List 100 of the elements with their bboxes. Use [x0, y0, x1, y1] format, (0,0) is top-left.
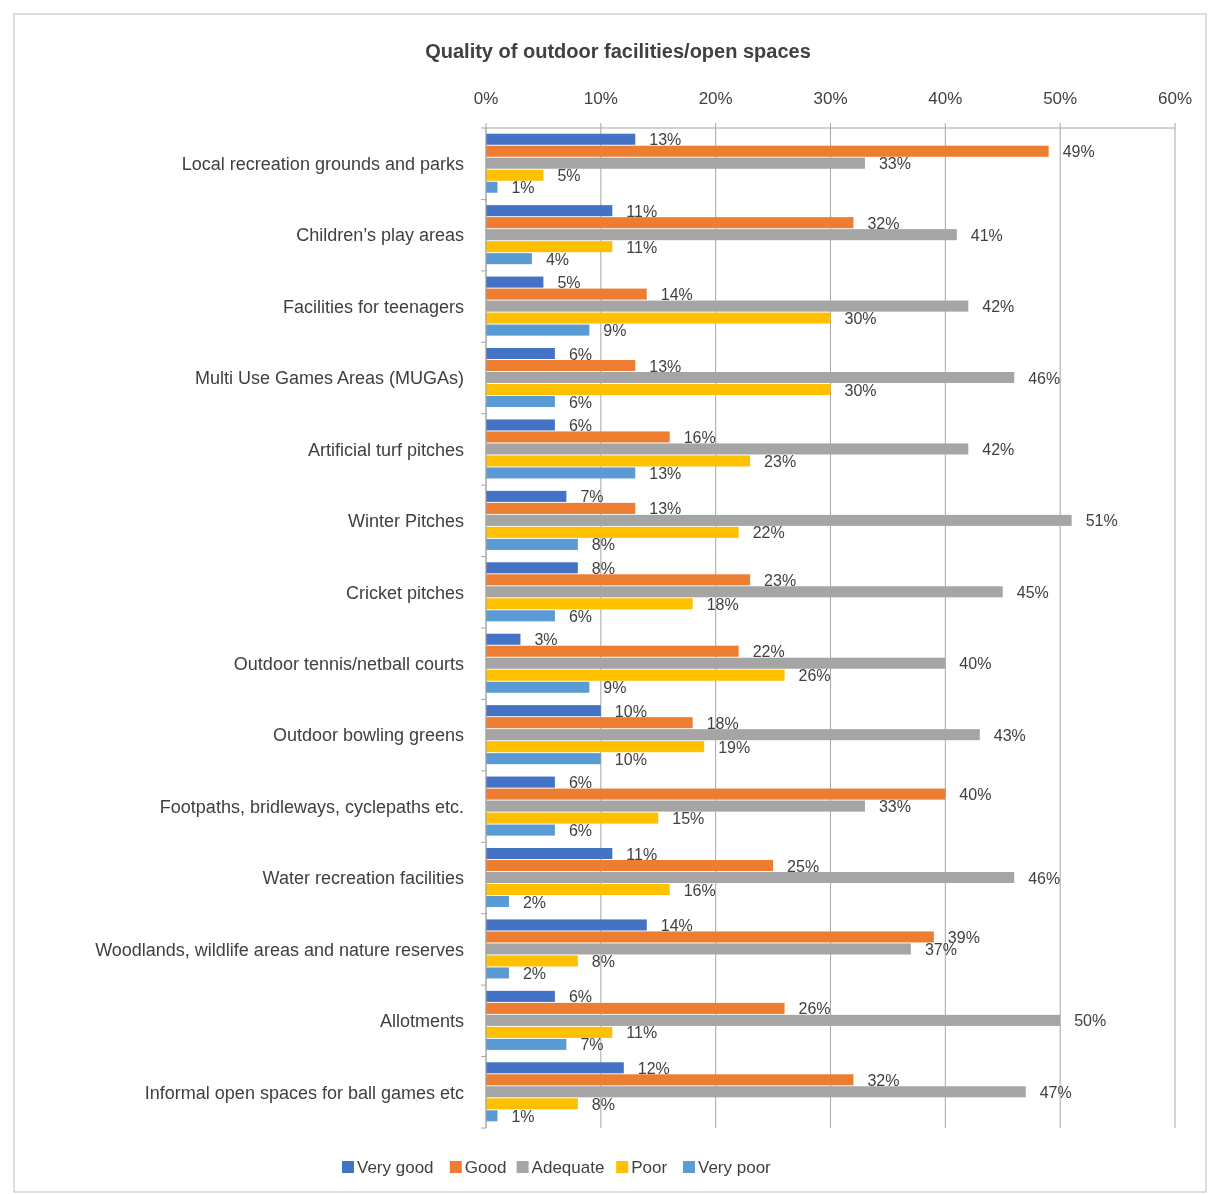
bar — [486, 681, 590, 693]
data-label: 14% — [660, 917, 693, 935]
data-label: 7% — [580, 1036, 604, 1054]
y-tick-label: Footpaths, bridleways, cyclepaths etc. — [159, 796, 464, 817]
bar — [486, 645, 739, 657]
bar — [486, 896, 509, 908]
data-label: 30% — [844, 381, 877, 399]
bar — [486, 241, 613, 253]
data-label: 33% — [878, 155, 911, 173]
bar — [486, 1026, 613, 1038]
data-label: 19% — [718, 738, 751, 756]
data-label: 16% — [683, 881, 716, 899]
data-label: 26% — [798, 1000, 831, 1018]
data-label: 6% — [568, 988, 593, 1006]
x-tick-label: 30% — [813, 89, 848, 108]
data-label: 6% — [568, 393, 593, 411]
data-label: 1% — [511, 179, 535, 197]
bar — [486, 431, 670, 443]
data-label: 50% — [1074, 1012, 1107, 1030]
data-label: 4% — [545, 250, 570, 268]
data-label: 32% — [867, 1071, 900, 1089]
bar — [486, 253, 532, 265]
y-tick-label: Children’s play areas — [296, 225, 464, 246]
y-tick-label: Informal open spaces for ball games etc — [144, 1082, 464, 1103]
x-tick-label: 10% — [583, 89, 618, 108]
data-label: 40% — [959, 655, 992, 673]
data-label: 49% — [1062, 143, 1095, 161]
data-label: 23% — [764, 453, 797, 471]
legend-label: Good — [464, 1157, 507, 1177]
data-label: 11% — [626, 1024, 658, 1042]
bar — [486, 788, 946, 800]
data-label: 30% — [844, 310, 877, 328]
legend-label: Very poor — [698, 1157, 772, 1177]
bar — [486, 384, 831, 396]
data-label: 3% — [534, 631, 558, 649]
bar — [486, 884, 670, 896]
bar — [486, 776, 555, 788]
data-label: 6% — [568, 822, 593, 840]
bar — [486, 824, 555, 836]
data-label: 11% — [626, 845, 658, 863]
bar — [486, 455, 751, 467]
bar — [486, 526, 739, 538]
data-label: 22% — [752, 524, 785, 542]
data-label: 43% — [993, 726, 1026, 744]
bar — [486, 205, 613, 217]
bar — [486, 467, 636, 479]
data-label: 6% — [568, 607, 593, 625]
data-label: 10% — [614, 702, 647, 720]
data-label: 7% — [580, 488, 604, 506]
bar — [486, 419, 555, 431]
bar — [486, 598, 693, 610]
data-label: 6% — [568, 774, 593, 792]
data-label: 6% — [568, 417, 593, 435]
data-label: 9% — [603, 322, 627, 340]
bar — [486, 490, 567, 502]
bar — [486, 741, 705, 753]
bar — [486, 633, 521, 645]
y-tick-label: Outdoor tennis/netball courts — [233, 654, 464, 675]
bar — [486, 312, 831, 324]
bar — [486, 860, 774, 872]
data-label: 23% — [764, 571, 797, 589]
data-label: 46% — [1028, 869, 1061, 887]
data-label: 33% — [878, 798, 911, 816]
data-label: 45% — [1016, 583, 1049, 601]
data-label: 22% — [752, 643, 785, 661]
data-label: 8% — [591, 1095, 615, 1113]
data-label: 18% — [706, 595, 739, 613]
y-tick-label: Artificial turf pitches — [307, 439, 464, 460]
data-label: 13% — [649, 131, 682, 149]
bar — [486, 1038, 567, 1050]
bar — [486, 669, 785, 681]
bar — [486, 574, 751, 586]
data-label: 18% — [706, 714, 739, 732]
data-label: 12% — [637, 1059, 670, 1077]
data-label: 11% — [626, 238, 658, 256]
bar — [486, 538, 578, 550]
bar — [486, 1098, 578, 1110]
bar — [486, 919, 647, 931]
legend-label: Adequate — [531, 1157, 605, 1177]
data-label: 5% — [557, 167, 581, 185]
x-tick-label: 0% — [473, 89, 499, 108]
y-tick-label: Woodlands, wildlife areas and nature reserves — [95, 939, 464, 960]
data-label: 14% — [660, 286, 693, 304]
data-label: 11% — [626, 202, 658, 220]
y-tick-label: Outdoor bowling greens — [272, 725, 464, 746]
y-tick-label: Local recreation grounds and parks — [181, 154, 464, 175]
data-label: 8% — [591, 559, 615, 577]
bar — [486, 812, 659, 824]
bar — [486, 324, 590, 336]
data-label: 1% — [511, 1107, 535, 1125]
y-tick-label: Winter Pitches — [347, 511, 464, 532]
data-label: 15% — [672, 810, 705, 828]
bar — [486, 145, 1049, 157]
x-tick-label: 20% — [698, 89, 733, 108]
bar — [486, 990, 555, 1002]
bar — [486, 396, 555, 408]
data-label: 16% — [683, 429, 716, 447]
data-label: 2% — [522, 965, 547, 983]
data-label: 26% — [798, 667, 831, 685]
bar — [486, 848, 613, 860]
